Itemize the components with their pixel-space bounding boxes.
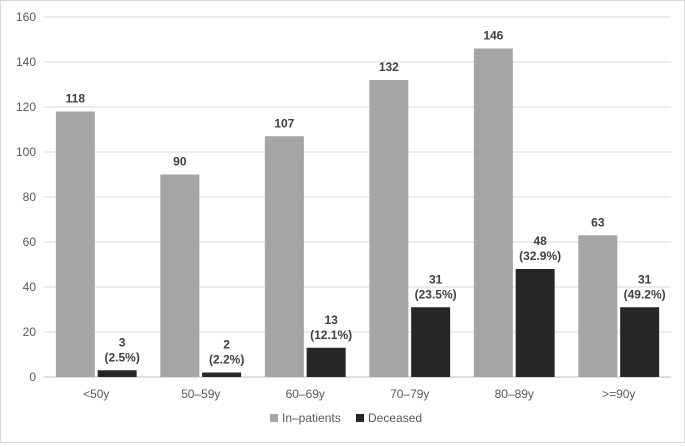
data-label: 2 xyxy=(223,338,230,352)
bar xyxy=(473,48,513,377)
legend-label: Deceased xyxy=(368,411,422,425)
gridlines xyxy=(44,16,671,378)
data-label: 31 xyxy=(638,272,652,286)
data-label: (49.2%) xyxy=(624,287,666,301)
bar xyxy=(306,347,346,377)
y-tick-label: 120 xyxy=(16,100,36,114)
y-axis-ticks: 0 20 40 60 80 100 120 140 160 xyxy=(16,10,36,384)
data-label: 63 xyxy=(591,215,605,229)
y-tick-label: 80 xyxy=(23,190,37,204)
y-tick-label: 20 xyxy=(23,325,37,339)
y-tick-label: 0 xyxy=(29,370,36,384)
x-tick-label: 60–69y xyxy=(286,387,325,401)
data-label: 146 xyxy=(483,29,503,43)
data-label: (2.2%) xyxy=(209,353,244,367)
x-axis-ticks: <50y 50–59y 60–69y 70–79y 80–89y >=90y xyxy=(83,387,635,401)
legend-swatch xyxy=(270,414,278,422)
data-label: (2.5%) xyxy=(104,350,139,364)
bar xyxy=(202,372,242,377)
x-tick-label: 70–79y xyxy=(390,387,429,401)
legend-swatch xyxy=(356,414,364,422)
bar xyxy=(97,370,137,377)
bar xyxy=(264,136,304,377)
data-label: (12.1%) xyxy=(310,328,352,342)
data-label: 3 xyxy=(119,335,126,349)
x-tick-label: 80–89y xyxy=(495,387,534,401)
y-tick-label: 60 xyxy=(23,235,37,249)
legend-label: In–patients xyxy=(282,411,341,425)
data-label: 132 xyxy=(379,60,399,74)
data-label: 90 xyxy=(173,155,187,169)
y-tick-label: 100 xyxy=(16,145,36,159)
x-tick-label: <50y xyxy=(83,387,109,401)
bar xyxy=(411,307,451,377)
bar xyxy=(160,174,200,377)
bar xyxy=(578,235,618,377)
bar xyxy=(55,111,95,377)
x-tick-label: >=90y xyxy=(602,387,635,401)
data-label: (23.5%) xyxy=(415,287,457,301)
data-label: (32.9%) xyxy=(519,249,561,263)
bar xyxy=(515,269,555,377)
x-tick-label: 50–59y xyxy=(181,387,220,401)
data-labels: 1183(2.5%)902(2.2%)10713(12.1%)13231(23.… xyxy=(66,29,666,367)
data-label: 118 xyxy=(66,92,86,106)
y-tick-label: 160 xyxy=(16,10,36,24)
legend: In–patients Deceased xyxy=(270,411,422,425)
data-label: 48 xyxy=(533,234,547,248)
bar xyxy=(620,307,660,377)
y-tick-label: 140 xyxy=(16,55,36,69)
data-label: 107 xyxy=(274,116,294,130)
data-label: 31 xyxy=(429,272,443,286)
data-label: 13 xyxy=(324,313,338,327)
bar xyxy=(369,80,409,377)
bars xyxy=(55,48,660,377)
y-tick-label: 40 xyxy=(23,280,37,294)
